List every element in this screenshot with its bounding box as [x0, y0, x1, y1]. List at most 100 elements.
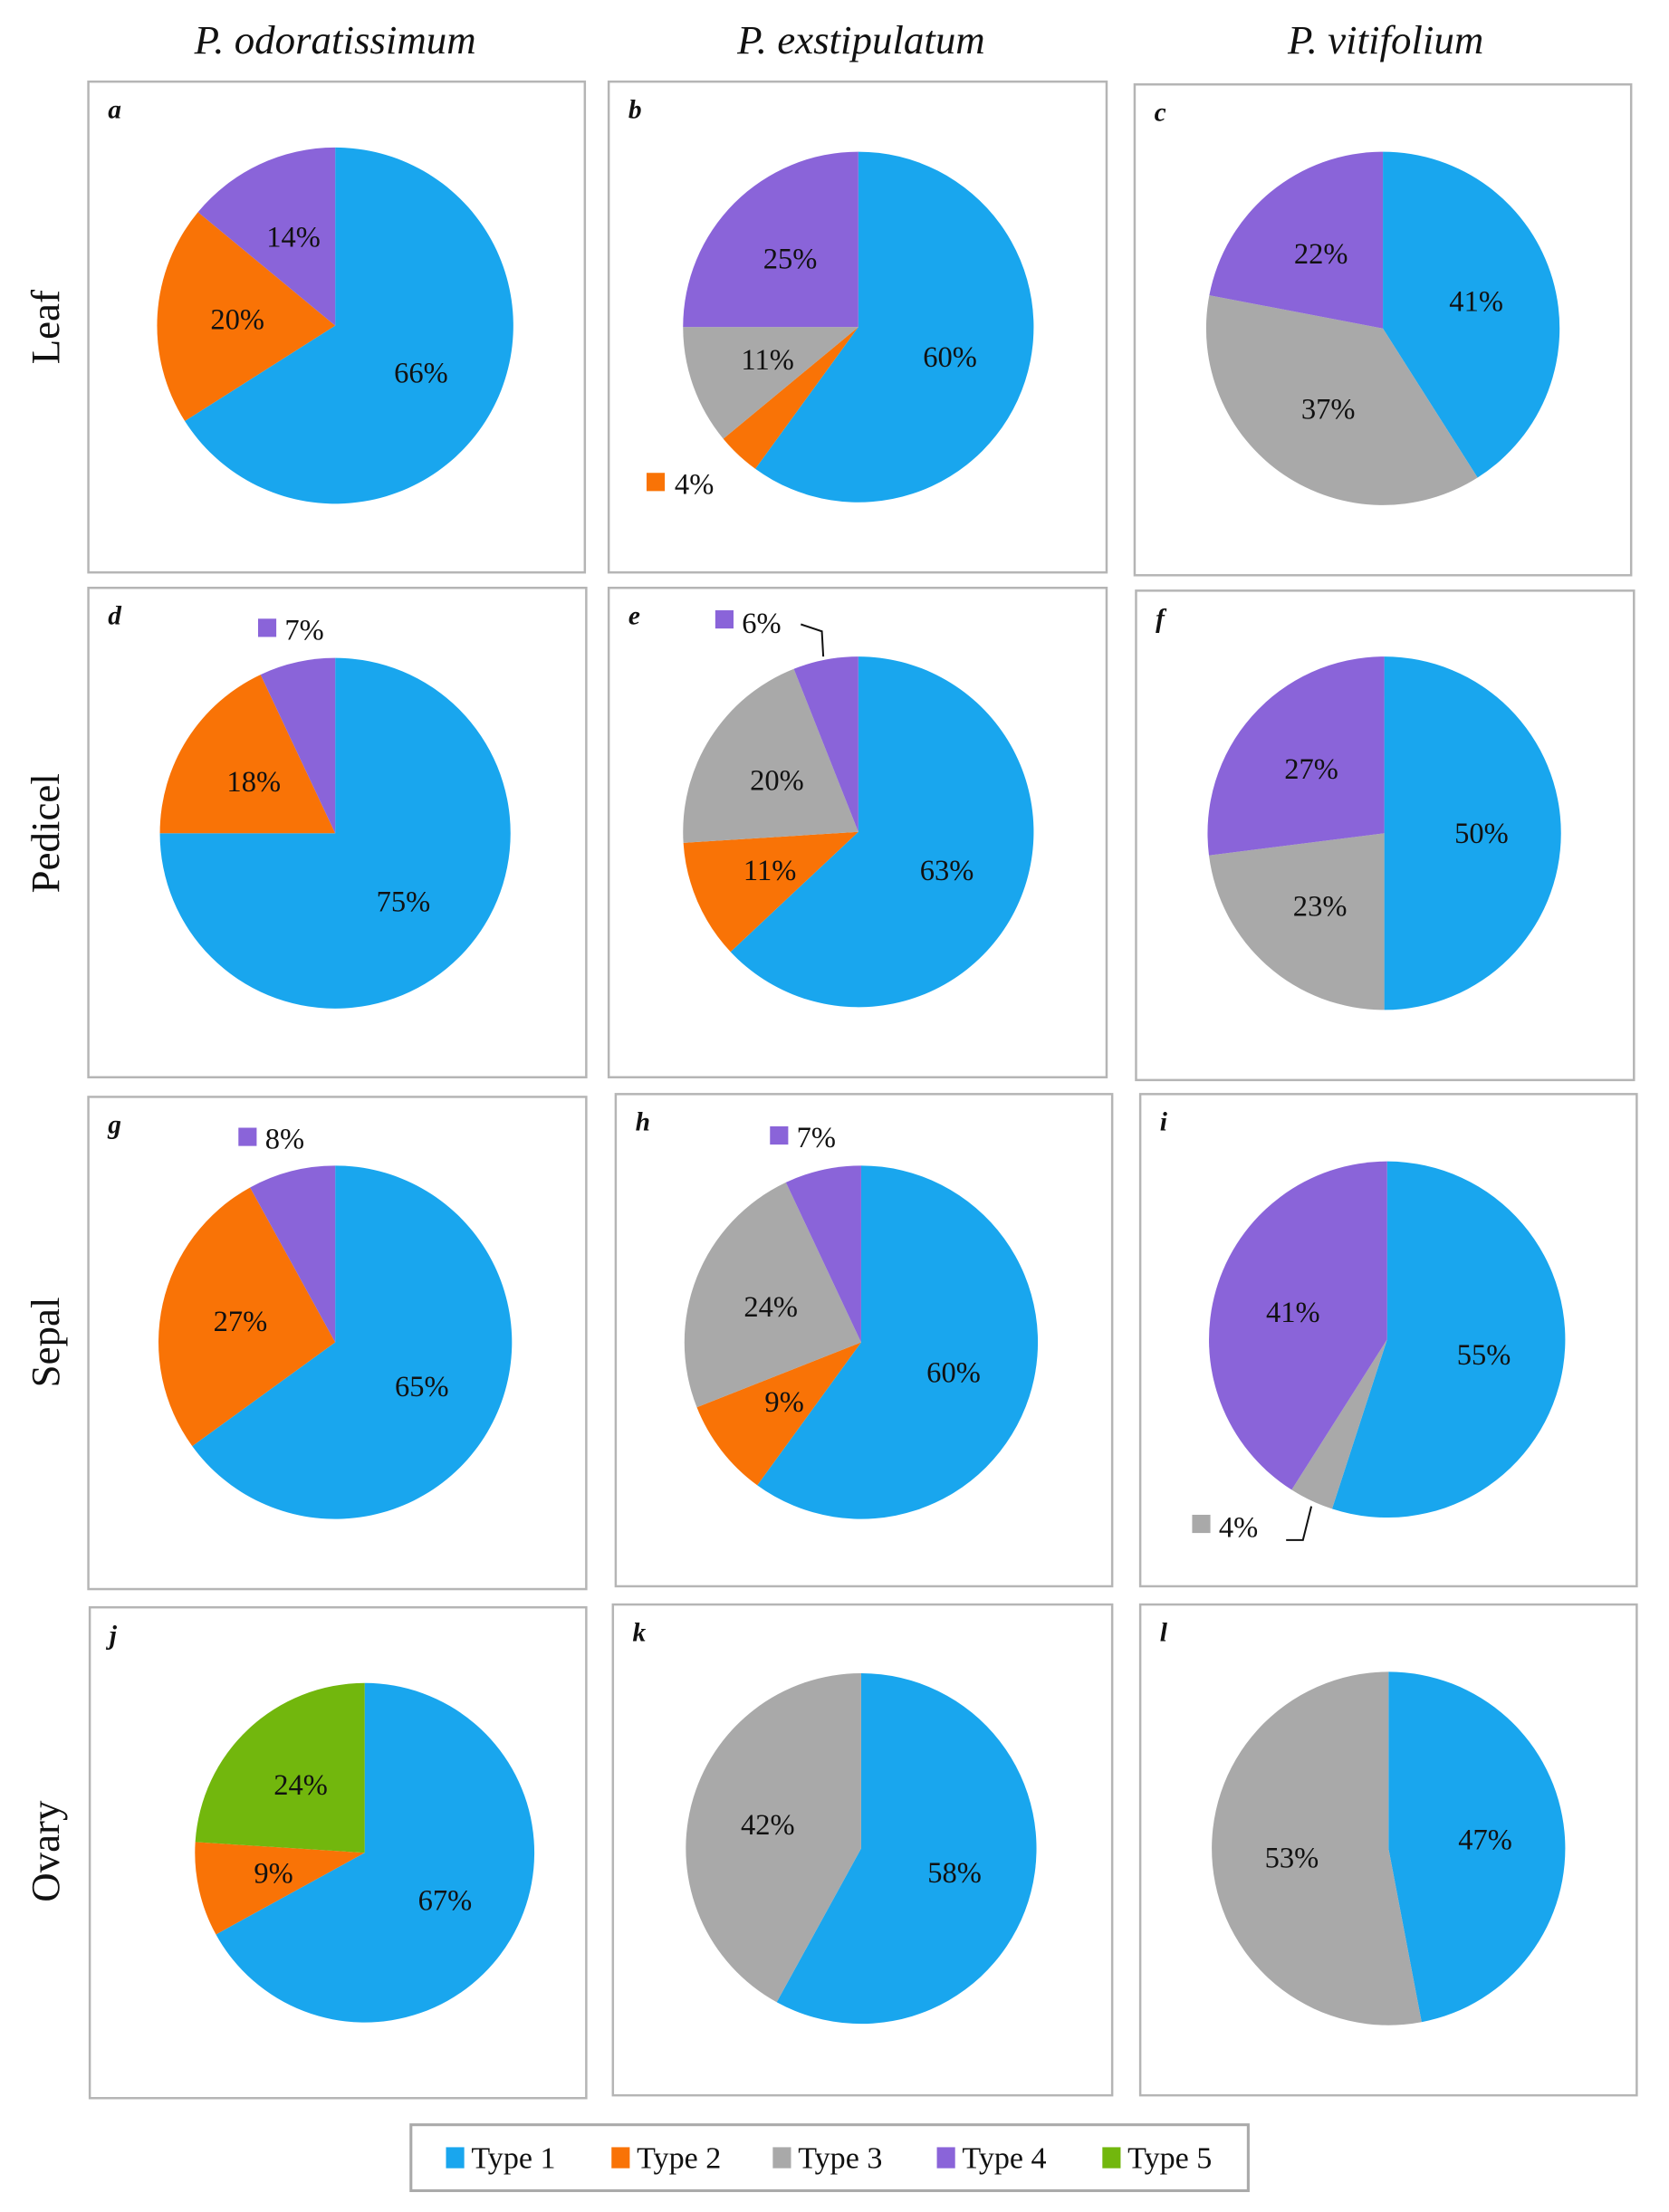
panel-letter: a: [108, 95, 121, 124]
pie-panel-b: b 60% 4% 11% 25%: [607, 80, 1108, 574]
slice-label: 24%: [273, 1769, 328, 1802]
pie-slice-type-1: [1384, 656, 1561, 1010]
label-swatch: [646, 473, 666, 492]
row-label: Pedicel: [23, 773, 68, 893]
slice-label: 8%: [265, 1124, 304, 1156]
slice-label: 41%: [1449, 286, 1503, 319]
panel-letter: j: [106, 1621, 118, 1650]
slice-label: 14%: [266, 222, 321, 254]
pie-slice-type-3: [1291, 1339, 1387, 1509]
slice-label: 25%: [763, 244, 818, 276]
slice-label: 60%: [923, 341, 977, 374]
legend-swatch: [611, 2147, 630, 2169]
slice-label: 53%: [1265, 1842, 1319, 1874]
column-title: P. vitifolium: [1287, 17, 1483, 62]
pie-slice-type-3: [683, 668, 858, 843]
slice-label: 18%: [226, 766, 281, 799]
slice-label: 20%: [750, 765, 804, 798]
slice-label: 9%: [254, 1858, 293, 1891]
slice-label: 7%: [284, 615, 323, 647]
label-swatch: [238, 1127, 257, 1146]
legend-swatch: [936, 2147, 955, 2169]
slice-label: 4%: [675, 468, 714, 501]
legend-entry: Type 4: [962, 2142, 1046, 2176]
pie-panel-l: l 47% 53%: [1138, 1603, 1638, 2097]
panels: a 66% 20% 14% b 60% 4% 11% 25% c 41% 37% 22% d 75% 18% 7…: [87, 80, 1638, 2100]
legend: Type 1 Type 2 Type 3 Type 4 Type 5: [409, 2123, 1250, 2192]
pie-panel-a: a 66% 20% 14%: [87, 80, 587, 574]
slice-label: 27%: [214, 1306, 268, 1338]
pie-slice-type-1: [755, 151, 1034, 503]
slice-label: 7%: [797, 1122, 836, 1154]
panel-letter: i: [1160, 1108, 1168, 1137]
slice-label: 66%: [394, 358, 448, 390]
pie-slice-type-5: [195, 1682, 365, 1853]
pie-slice-type-4: [197, 147, 336, 326]
pie-slice-type-3: [684, 1182, 861, 1408]
slice-label: 58%: [927, 1857, 982, 1890]
pie-slice-type-3: [1205, 295, 1478, 505]
pie-slice-type-2: [158, 1187, 336, 1447]
slice-label: 60%: [926, 1356, 981, 1389]
pie-slice-type-1: [1331, 1161, 1566, 1518]
pie-slice-type-2: [159, 675, 336, 834]
slice-label: 22%: [1294, 238, 1348, 271]
pie-panel-h: h 60% 9% 24% 7%: [614, 1093, 1114, 1588]
slice-label: 24%: [743, 1291, 798, 1324]
slice-label: 47%: [1458, 1824, 1512, 1856]
column-title: P. odoratissimum: [194, 17, 476, 62]
pie-slice-type-2: [723, 327, 858, 469]
slice-label: 67%: [418, 1885, 473, 1918]
panel-letter: e: [628, 602, 640, 631]
row-label: Ovary: [23, 1800, 68, 1902]
pie-panel-j: j 67% 9% 24%: [88, 1605, 588, 2100]
pie-slice-type-4: [683, 151, 858, 328]
slice-label: 75%: [377, 886, 431, 918]
pie-slice-type-2: [195, 1842, 365, 1935]
pie-slice-type-3: [1212, 1671, 1422, 2025]
legend-swatch: [772, 2147, 791, 2169]
column-title: P. exstipulatum: [736, 17, 985, 62]
legend-entry: Type 1: [471, 2142, 555, 2176]
panel-letter: c: [1155, 99, 1166, 128]
pie-slice-type-1: [1388, 1671, 1566, 2023]
slice-label: 11%: [743, 855, 796, 887]
slice-label: 9%: [764, 1386, 803, 1419]
legend-entry: Type 5: [1127, 2142, 1212, 2176]
slice-label: 20%: [210, 304, 264, 337]
pie-panel-e: e 63% 11% 20% 6%: [607, 587, 1108, 1078]
pie-slice-type-1: [216, 1682, 535, 2023]
slice-label: 11%: [741, 344, 793, 377]
slice-label: 27%: [1284, 753, 1338, 786]
slice-label: 4%: [1219, 1512, 1258, 1545]
label-swatch: [1192, 1514, 1211, 1534]
slice-label: 63%: [920, 855, 974, 887]
pie-slice-type-2: [683, 831, 858, 953]
pie-panel-i: i 55% 4% 41%: [1138, 1093, 1638, 1588]
panel-letter: b: [628, 95, 642, 124]
pie-slice-type-3: [686, 1672, 861, 2003]
panel-letter: g: [107, 1111, 121, 1140]
pie-slice-type-1: [730, 656, 1034, 1008]
pie-slice-type-4: [785, 1165, 861, 1343]
row-label: Sepal: [23, 1298, 68, 1388]
pie-slice-type-1: [776, 1672, 1037, 2025]
legend-entry: Type 3: [798, 2142, 882, 2176]
panel-letter: k: [632, 1618, 646, 1647]
pie-slice-type-4: [1207, 656, 1385, 856]
pie-slice-type-2: [157, 212, 336, 422]
pie-panel-c: c 41% 37% 22%: [1133, 83, 1633, 577]
pie-slice-type-1: [757, 1165, 1039, 1519]
slice-label: 6%: [742, 608, 781, 640]
pie-slice-type-4: [793, 656, 858, 832]
panel-letter: l: [1160, 1618, 1168, 1647]
pie-slice-type-4: [260, 657, 336, 834]
pie-slice-type-1: [192, 1165, 513, 1519]
pie-slice-type-3: [1209, 833, 1385, 1010]
slice-label: 65%: [395, 1371, 449, 1403]
pie-panel-f: f 50% 23% 27%: [1135, 589, 1635, 1082]
pie-panel-d: d 75% 18% 7%: [87, 587, 588, 1078]
panel-letter: h: [636, 1108, 650, 1137]
pie-slice-type-1: [1383, 151, 1560, 478]
